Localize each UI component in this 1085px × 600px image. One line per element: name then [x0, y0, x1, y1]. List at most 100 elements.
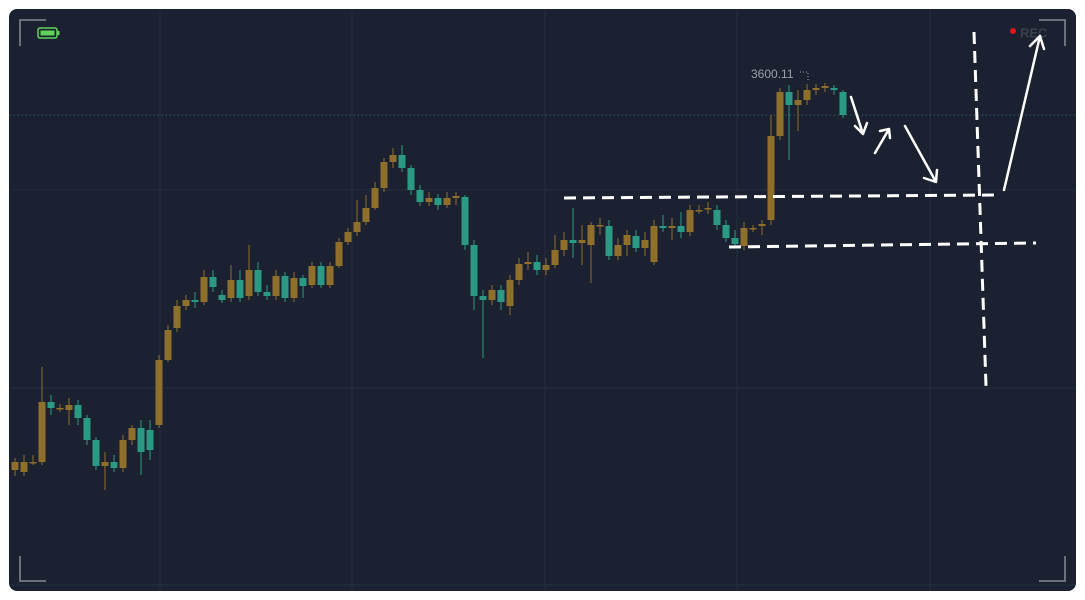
candle-body [758, 224, 766, 226]
candle-body [362, 208, 370, 222]
candle-body [74, 405, 82, 418]
candle-body [317, 266, 325, 285]
candle-body [416, 190, 424, 202]
battery-tip [57, 31, 60, 35]
corner [1039, 556, 1066, 582]
candle-body [128, 428, 136, 440]
candle-body [668, 226, 676, 228]
candle-body [353, 222, 361, 232]
dashed-line [972, 31, 988, 387]
candle-body [20, 462, 28, 472]
candle-body [452, 196, 460, 198]
candle-body [38, 402, 46, 462]
candle-body [92, 440, 100, 466]
candle-body [218, 295, 226, 300]
candle-body [443, 198, 451, 205]
candle-body [380, 162, 388, 188]
rec-dot [1010, 28, 1016, 34]
candle-body [47, 402, 55, 408]
candle-body [533, 262, 541, 270]
candle-body [677, 226, 685, 232]
corner [19, 19, 46, 46]
candle-body [209, 277, 217, 287]
candle-body [173, 306, 181, 328]
candle-body [101, 462, 109, 466]
candle-body [776, 92, 784, 136]
candle-body [686, 210, 694, 232]
candle-body [704, 208, 712, 210]
candle-body [479, 296, 487, 300]
candle-body [182, 300, 190, 306]
candle-body [65, 405, 73, 410]
candle-body [587, 225, 595, 245]
battery-outline [37, 27, 58, 39]
candle-body [227, 280, 235, 298]
candle-body [785, 92, 793, 105]
candle-body [110, 462, 118, 468]
candle-body [614, 245, 622, 256]
candle-body [713, 210, 721, 225]
candle-body [425, 198, 433, 202]
candle-body [506, 280, 514, 306]
candle-body [137, 428, 145, 452]
candle-body [623, 235, 631, 245]
candle-body [371, 188, 379, 208]
candle-body [839, 92, 847, 115]
candle-body [299, 278, 307, 286]
candle-body [497, 290, 505, 302]
candle-body [155, 360, 163, 425]
candle-body [335, 242, 343, 266]
candle-body [560, 240, 568, 250]
candle-body [830, 88, 838, 90]
candle-body [263, 292, 271, 296]
corner-brackets [19, 19, 1066, 582]
battery-level [40, 30, 55, 36]
candle-body [632, 236, 640, 248]
candle-body [650, 226, 658, 262]
price-label: 3600.11 [751, 67, 794, 81]
candle-body [605, 226, 613, 256]
candle-body [461, 197, 469, 245]
candle-body [146, 430, 154, 450]
candle-body [569, 240, 577, 243]
candle-body [434, 198, 442, 205]
candle-body [821, 86, 829, 88]
candle-body [254, 270, 262, 292]
candle-body [344, 232, 352, 242]
arrow [903, 124, 939, 184]
candle-body [524, 262, 532, 264]
candle-body [236, 280, 244, 298]
candle-body [578, 240, 586, 243]
candle-body [389, 155, 397, 162]
candle-body [245, 270, 253, 296]
candle-body [488, 290, 496, 300]
candle-body [200, 277, 208, 302]
candle-body [722, 225, 730, 238]
arrow [873, 127, 892, 155]
candle-body [794, 100, 802, 105]
candle-body [542, 265, 550, 270]
arrows [849, 34, 1046, 192]
candle-body [83, 418, 91, 440]
candle-body [749, 228, 757, 230]
corner [1039, 19, 1066, 46]
arrow [1002, 34, 1046, 192]
chart-background [9, 9, 1076, 591]
candle-body [731, 238, 739, 244]
candle-body [11, 462, 19, 470]
candle-body [515, 264, 523, 280]
candle-body [596, 225, 604, 227]
dashed-line [563, 193, 999, 200]
candle-body [695, 210, 703, 212]
candle-body [803, 90, 811, 100]
drawings [563, 31, 1037, 387]
candle-body [407, 168, 415, 190]
candle-body [767, 136, 775, 220]
candle-body [551, 250, 559, 265]
candle-body [164, 330, 172, 360]
candle-body [119, 440, 127, 468]
candle-body [56, 408, 64, 410]
candle-body [641, 240, 649, 248]
